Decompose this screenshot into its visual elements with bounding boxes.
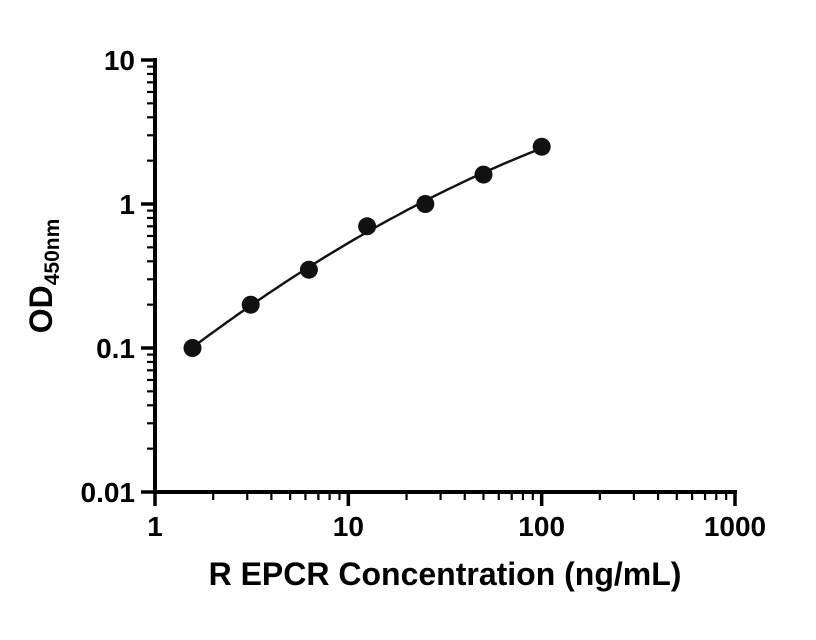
x-tick-label: 100 xyxy=(518,511,565,542)
y-axis-title-main: OD xyxy=(23,285,59,333)
data-point xyxy=(241,295,260,314)
y-tick-label: 10 xyxy=(104,45,135,76)
svg-text:OD450nm: OD450nm xyxy=(23,219,64,334)
x-tick-label: 1000 xyxy=(704,511,766,542)
data-point xyxy=(532,137,551,156)
y-axis-title-subscript: 450nm xyxy=(41,219,64,286)
y-tick-label: 0.1 xyxy=(96,333,135,364)
data-point xyxy=(299,260,318,279)
y-axis-title: OD450nm xyxy=(23,219,64,334)
data-point xyxy=(358,217,377,236)
data-point xyxy=(183,339,202,357)
data-point xyxy=(474,165,493,184)
y-tick-label: 0.01 xyxy=(81,477,136,508)
data-point xyxy=(416,195,435,213)
y-tick-label: 1 xyxy=(119,189,135,220)
x-tick-label: 1 xyxy=(147,511,163,542)
x-tick-label: 10 xyxy=(333,511,364,542)
x-axis-title: R EPCR Concentration (ng/mL) xyxy=(209,556,682,592)
